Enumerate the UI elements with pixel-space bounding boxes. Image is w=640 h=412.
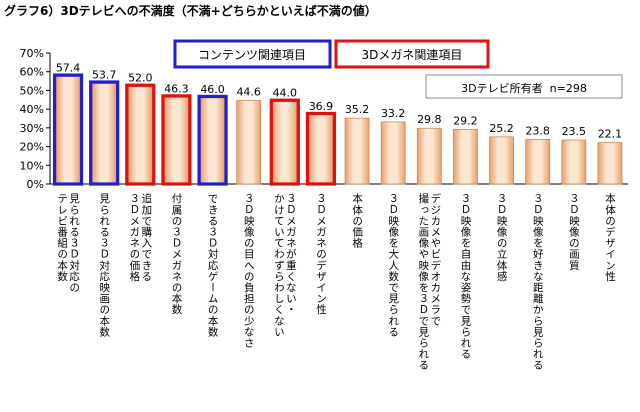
category-label: 撮った画像や映像を３Ｄで見られる [417,192,429,370]
category-label: ３Ｄ映像の立体感 [496,193,508,282]
bar [91,83,117,185]
value-label: 35.2 [345,103,370,116]
legend-glasses-box [334,39,490,69]
y-tick-label: 60% [20,66,44,79]
bar-highlight-frame [269,98,300,186]
value-label: 46.3 [164,82,189,95]
category-label: デジカメやビデオカメラで [429,192,441,326]
legend-content-box [173,39,332,69]
value-label: 57.4 [56,62,81,75]
bar [236,100,262,185]
category-label: ３Ｄ映像の画質 [568,193,580,271]
sample-note: 3Dテレビ所有者 n=298 [425,74,623,99]
value-label: 25.2 [489,122,514,135]
category-label: ３Ｄメガネが重くない・ [285,193,297,315]
bar-highlight-frame [52,73,84,186]
bar-highlight-frame [305,111,337,186]
bar [453,128,478,185]
y-tick-label: 20% [20,141,44,154]
bar-highlight-frame [161,94,192,186]
bar [416,127,442,185]
category-label: テレビ番組の本数 [56,193,68,282]
bar [308,114,334,185]
value-label: 44.0 [273,87,298,100]
legend-glasses-label: 3Dメガネ関連項目 [362,48,463,62]
legend: コンテンツ関連項目 3Dメガネ関連項目 [173,39,490,69]
bar [561,139,587,185]
category-label: 追加で購入できる [140,192,152,282]
category-label: ３Ｄ映像を大人数で見られる [387,193,399,337]
value-label: 33.2 [381,107,406,120]
category-label: 本体の価格 [351,192,363,248]
category-label: ３Ｄメガネの価格 [128,193,140,282]
value-label: 44.6 [236,86,261,99]
sample-note-box [425,74,623,99]
value-label: 29.2 [453,114,478,127]
value-label: 23.8 [525,124,550,137]
sample-note-text: 3Dテレビ所有者 n=298 [461,81,587,95]
category-label: できる３Ｄ対応ゲームの本数 [207,193,219,337]
value-label: 52.0 [128,72,153,85]
bar [55,76,81,185]
category-label: ３Ｄメガネのデザイン性 [315,193,327,315]
bar [200,97,225,185]
legend-content-label: コンテンツ関連項目 [198,48,306,62]
value-label: 46.0 [200,83,225,96]
category-label: 付属の３Ｄメガネの本数 [170,192,182,315]
y-tick-label: 70% [20,47,44,60]
bar [489,136,514,185]
bar [525,139,551,185]
y-tick-label: 30% [20,122,44,135]
category-label: かけていてわずらわしくない [273,193,285,337]
bar [272,101,298,185]
category-label: ３Ｄ映像を好きな距離から見られる [532,193,544,371]
category-label: 本体のデザイン性 [604,192,616,282]
category-label: ３Ｄ映像の目への負担の少なさ [243,193,255,348]
y-tick-label: 50% [20,84,44,97]
y-tick-label: 0% [27,178,44,191]
bar-highlight-frame [89,80,120,186]
value-label: 22.1 [598,128,623,141]
bar [127,86,153,185]
value-labels: 57.4 53.7 52.0 46.3 46.0 44.6 44.0 36.9 35.2 33.2… [56,62,622,141]
bar [164,96,189,185]
bars [52,73,623,186]
value-label: 53.7 [92,69,117,82]
bar-highlight-frame [125,83,156,186]
bar [344,117,370,185]
y-tick-label: 40% [20,103,44,116]
value-label: 36.9 [309,100,334,113]
category-label: 見られる３Ｄ対応映画の本数 [98,193,110,337]
value-label: 23.5 [562,125,587,138]
y-tick-label: 10% [20,159,44,172]
category-label: ３Ｄ映像を自由な姿勢で見られる [459,193,471,360]
chart-title: グラフ6）3Dテレビへの不満度（不満+どちらかといえば不満の値） [4,3,377,18]
value-label: 29.8 [417,113,442,126]
bar [597,142,623,185]
bar-highlight-frame [197,94,228,186]
category-label: 見られる３Ｄ対応の [68,193,80,293]
bar [380,121,406,185]
